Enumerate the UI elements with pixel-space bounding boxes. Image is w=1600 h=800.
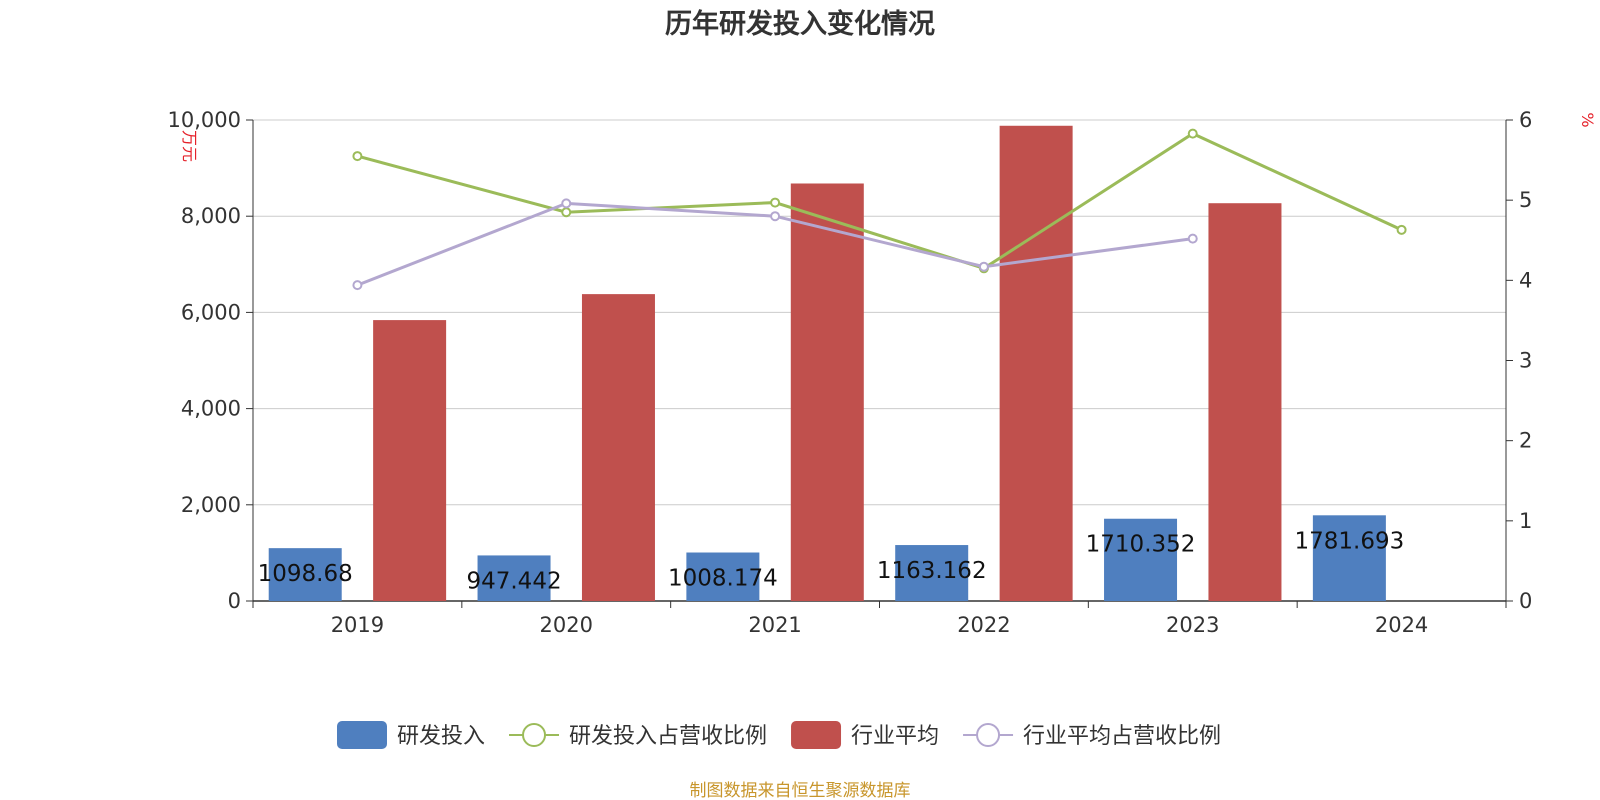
line-point (561, 207, 572, 218)
right-tick-label: 2 (1519, 429, 1532, 453)
bar (686, 552, 760, 601)
x-tick-label: 2024 (1375, 613, 1428, 637)
bar-data-label: 1163.162 (877, 558, 987, 584)
chart-title: 历年研发投入变化情况 (665, 8, 935, 40)
right-tick-label: 6 (1519, 108, 1532, 132)
line-point (1187, 128, 1198, 139)
x-tick-label: 2023 (1166, 613, 1219, 637)
data-labels: 1098.68 947.442 1008.174 1163.162 1710.352 17… (258, 528, 1405, 594)
legend-swatch-marker (522, 723, 547, 747)
left-axis-unit: 万元 (180, 130, 199, 162)
line-point (352, 151, 363, 162)
bar-data-label: 1098.68 (258, 561, 353, 587)
legend-swatch-marker (976, 723, 1001, 747)
right-tick-label: 3 (1519, 349, 1532, 373)
gridlines (253, 119, 1506, 506)
bar-data-label: 947.442 (466, 568, 561, 594)
bar (373, 320, 447, 601)
x-tick-label: 2019 (331, 613, 384, 637)
line-point (352, 280, 363, 291)
legend-label: 行业平均占营收比例 (1023, 724, 1221, 749)
left-tick-label: 0 (228, 589, 241, 613)
right-axis-unit: % (1578, 112, 1597, 127)
right-tick-label: 5 (1519, 188, 1532, 212)
bar (790, 183, 864, 601)
left-tick-label: 4,000 (181, 397, 241, 421)
bar-data-label: 1781.693 (1295, 528, 1405, 554)
bar (1312, 515, 1386, 601)
bar (999, 125, 1073, 601)
legend-label: 研发投入 (397, 724, 485, 749)
bar (895, 545, 969, 601)
left-tick-label: 6,000 (181, 300, 241, 324)
bar-data-label: 1008.174 (668, 566, 778, 592)
line-point (561, 198, 572, 209)
legend: 研发投入 研发投入占营收比例 行业平均 行业平均占营收比例 (337, 721, 1221, 749)
legend-label: 行业平均 (851, 724, 939, 749)
bar (581, 294, 655, 601)
series-line (357, 131, 1403, 270)
bar (268, 548, 342, 601)
axes: 0 2,000 4,000 6,000 8,000 10,000 0 1 2 3 4 5 6 2019 20… (168, 108, 1533, 637)
right-tick-label: 4 (1519, 268, 1532, 292)
x-tick-label: 2022 (957, 613, 1010, 637)
bars (268, 125, 1386, 601)
line-point (770, 197, 781, 208)
left-tick-label: 10,000 (168, 108, 241, 132)
bar (477, 555, 551, 601)
legend-swatch (337, 721, 387, 749)
bar (1104, 518, 1178, 601)
right-tick-label: 1 (1519, 509, 1532, 533)
line-point (770, 211, 781, 222)
x-tick-label: 2020 (540, 613, 593, 637)
legend-swatch (791, 721, 842, 749)
x-tick-label: 2021 (748, 613, 801, 637)
source-note: 制图数据来自恒生聚源数据库 (690, 781, 911, 800)
line-point (1187, 233, 1198, 244)
bar (1208, 203, 1282, 601)
left-tick-label: 2,000 (181, 493, 241, 517)
lines (352, 128, 1407, 291)
legend-label: 研发投入占营收比例 (569, 724, 767, 749)
line-point (1396, 224, 1407, 235)
left-tick-label: 8,000 (181, 204, 241, 228)
right-tick-label: 0 (1519, 589, 1532, 613)
bar-data-label: 1710.352 (1086, 532, 1196, 558)
line-point (978, 261, 989, 272)
